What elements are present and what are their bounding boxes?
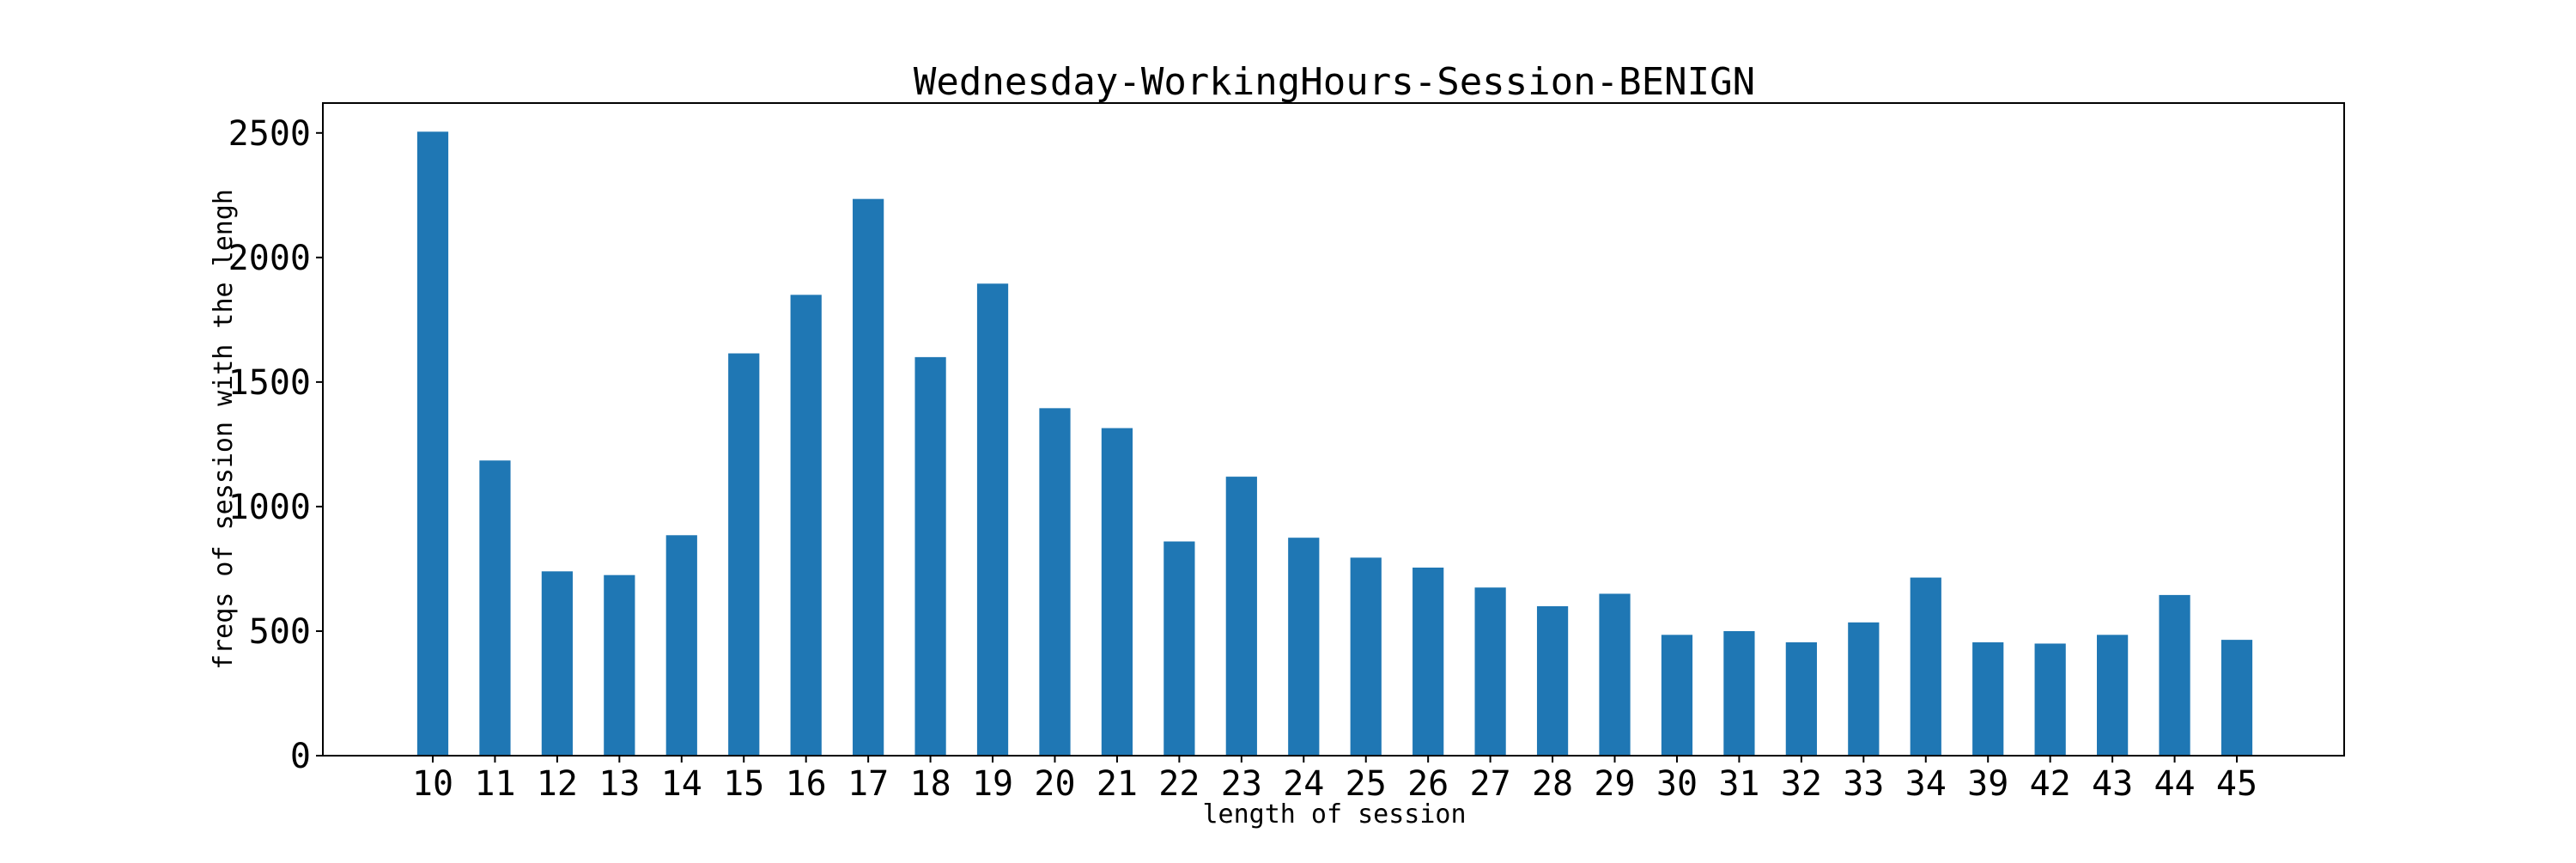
bar-25	[1350, 557, 1382, 756]
bar-45	[2221, 640, 2253, 756]
chart-title: Wednesday-WorkingHours-Session-BENIGN	[914, 60, 1755, 104]
bar-32	[1785, 642, 1817, 756]
bar-17	[853, 198, 884, 756]
x-tick-label-19: 19	[972, 764, 1013, 804]
bar-44	[2159, 594, 2190, 756]
y-tick-label-500: 500	[249, 612, 311, 652]
x-tick-label-45: 45	[2216, 764, 2257, 804]
x-tick-label-34: 34	[1905, 764, 1947, 804]
x-axis-label: length of session	[1202, 799, 1466, 830]
x-axis: 10 11 12 13 14 15 16 17 18 19 20 21 22 23 24 25 26 27 28 29…	[412, 756, 2257, 804]
x-tick-label-44: 44	[2154, 764, 2195, 804]
x-tick-label-10: 10	[412, 764, 453, 804]
x-tick-label-42: 42	[2030, 764, 2071, 804]
x-tick-label-32: 32	[1781, 764, 1822, 804]
bar-39	[1972, 642, 2004, 756]
x-tick-label-29: 29	[1594, 764, 1635, 804]
bar-34	[1910, 577, 1941, 756]
bar-24	[1288, 538, 1320, 756]
bar-26	[1413, 567, 1444, 756]
bar-12	[541, 571, 574, 756]
y-axis-label: freqs of session with the lengh	[209, 189, 239, 670]
bar-42	[2034, 643, 2066, 756]
x-tick-label-20: 20	[1034, 764, 1075, 804]
x-tick-label-24: 24	[1283, 764, 1324, 804]
bar-19	[976, 283, 1009, 757]
x-tick-label-30: 30	[1656, 764, 1698, 804]
bar-20	[1039, 408, 1071, 756]
bar-13	[604, 574, 635, 756]
bar-31	[1723, 630, 1755, 756]
bar-30	[1661, 635, 1693, 756]
plot-frame	[322, 102, 2345, 757]
x-tick-label-17: 17	[848, 764, 889, 804]
bar-33	[1848, 622, 1880, 756]
x-tick-label-43: 43	[2092, 764, 2133, 804]
x-tick-label-39: 39	[1967, 764, 2008, 804]
x-tick-label-21: 21	[1097, 764, 1138, 804]
bar-43	[2096, 635, 2129, 756]
y-tick-label-0: 0	[290, 737, 311, 776]
y-tick-label-2500: 2500	[228, 114, 311, 154]
x-tick-label-16: 16	[786, 764, 827, 804]
x-tick-label-13: 13	[598, 764, 640, 804]
x-tick-label-33: 33	[1843, 764, 1884, 804]
bar-27	[1474, 587, 1506, 756]
bar-16	[790, 295, 822, 756]
bar-23	[1225, 477, 1257, 756]
x-tick-label-11: 11	[474, 764, 515, 804]
bar-11	[479, 460, 511, 756]
y-axis: 0 500 1000 1500 2000 2500	[228, 114, 323, 776]
y-tick-label-1500: 1500	[228, 363, 311, 403]
x-tick-label-23: 23	[1221, 764, 1262, 804]
x-tick-label-22: 22	[1158, 764, 1200, 804]
x-tick-label-12: 12	[537, 764, 578, 804]
bar-28	[1536, 605, 1569, 756]
bar-22	[1163, 541, 1195, 756]
x-tick-label-28: 28	[1532, 764, 1573, 804]
x-tick-label-18: 18	[910, 764, 951, 804]
bar-21	[1101, 428, 1133, 756]
y-tick-label-2000: 2000	[228, 239, 311, 278]
x-tick-label-27: 27	[1470, 764, 1511, 804]
y-tick-label-1000: 1000	[228, 488, 311, 527]
bar-14	[665, 535, 697, 756]
bars-group	[416, 131, 2253, 757]
bar-18	[914, 356, 946, 756]
bar-10	[416, 131, 449, 757]
x-tick-label-14: 14	[661, 764, 702, 804]
x-tick-label-26: 26	[1407, 764, 1449, 804]
bar-29	[1599, 593, 1631, 756]
x-tick-label-31: 31	[1718, 764, 1759, 804]
x-tick-label-25: 25	[1346, 764, 1387, 804]
bar-15	[728, 353, 760, 756]
x-tick-label-15: 15	[723, 764, 764, 804]
